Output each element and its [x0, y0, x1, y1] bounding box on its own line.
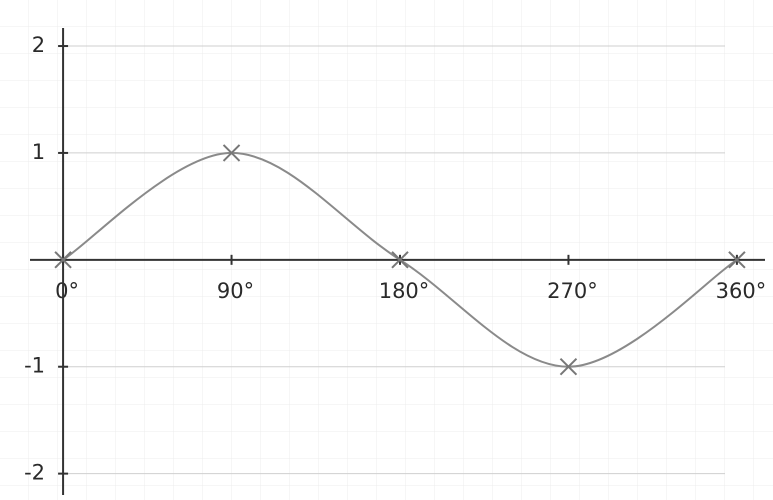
chart: 2 1 -1 -2 0° 90° 180° 270° 360° — [0, 0, 773, 500]
page: {"chart_data": {"type": "line", "x": [0,… — [0, 0, 773, 500]
y-tick-label: 1 — [32, 140, 45, 164]
y-tick-label: -2 — [24, 461, 45, 485]
x-tick-label: 360° — [716, 279, 767, 303]
x-tick-label: 0° — [55, 279, 79, 303]
x-tick-label: 180° — [379, 279, 430, 303]
x-tick-label: 90° — [217, 279, 254, 303]
y-tick-label: -1 — [24, 354, 45, 378]
y-tick-label: 2 — [32, 33, 45, 57]
x-tick-label: 270° — [547, 279, 598, 303]
